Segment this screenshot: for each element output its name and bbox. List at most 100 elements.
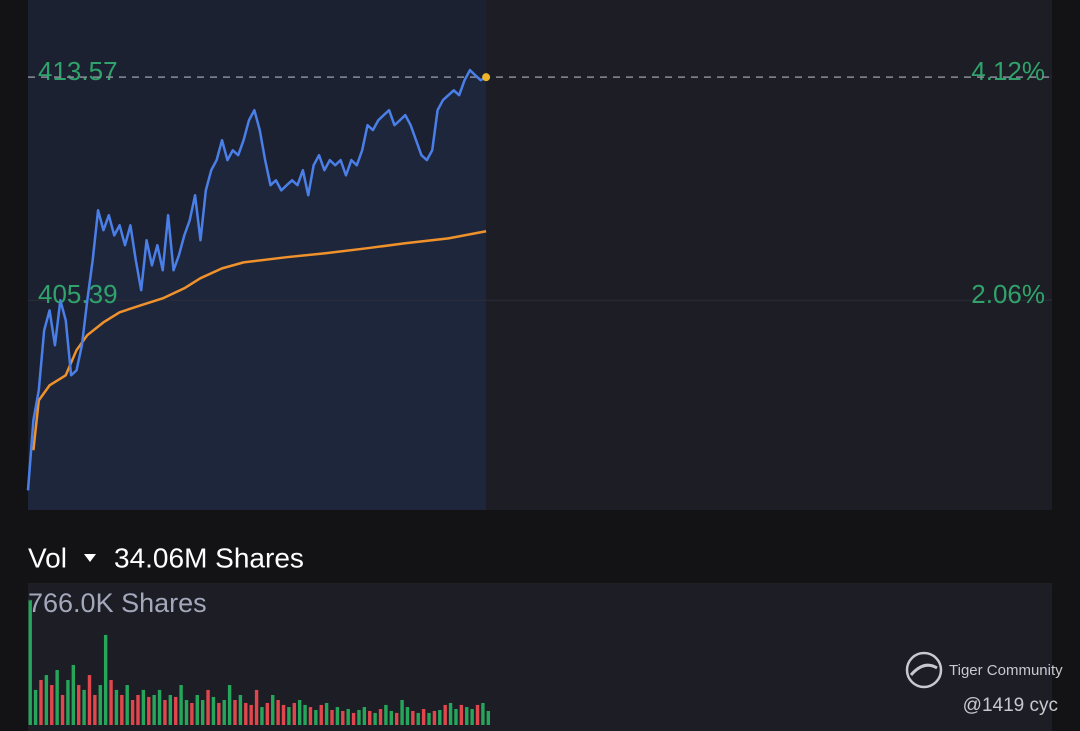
volume-bar (400, 700, 404, 725)
volume-bar (465, 707, 469, 725)
volume-bar (227, 685, 232, 725)
dropdown-arrow[interactable] (84, 554, 96, 562)
volume-label[interactable]: Vol (28, 542, 67, 573)
volume-bar (163, 700, 167, 725)
volume-bar (44, 675, 49, 725)
y2-tick-label: 4.12% (971, 56, 1045, 86)
volume-bar (254, 689, 259, 725)
volume-bar (481, 702, 485, 725)
volume-bar (190, 702, 194, 725)
volume-bar (470, 709, 474, 725)
volume-total: 34.06M Shares (114, 542, 304, 573)
volume-bar (319, 704, 323, 725)
volume-bar (260, 707, 264, 725)
volume-bar (238, 694, 243, 725)
volume-bar (427, 712, 431, 725)
volume-bar (136, 694, 140, 725)
volume-bar (351, 712, 356, 725)
volume-bar (147, 696, 151, 725)
volume-bar (174, 696, 178, 725)
volume-bar (411, 710, 415, 725)
volume-bar (109, 679, 113, 725)
volume-bar (324, 702, 329, 725)
volume-bar (141, 689, 146, 725)
watermark-brand: Tiger Community (949, 662, 1063, 679)
volume-bar (303, 704, 307, 725)
volume-bar (384, 704, 388, 725)
session-shade (28, 0, 487, 510)
volume-bar (368, 710, 372, 725)
volume-bar (330, 709, 334, 725)
volume-bar (405, 707, 410, 725)
volume-bar (281, 704, 286, 725)
volume-bar (443, 704, 447, 725)
volume-bar (362, 707, 367, 725)
volume-bar (308, 707, 313, 725)
y2-tick-label: 2.06% (971, 279, 1045, 309)
volume-bar (421, 709, 426, 725)
volume-bar (454, 709, 458, 725)
volume-bar (357, 709, 361, 725)
volume-bar (211, 696, 216, 725)
volume-bar (249, 704, 253, 725)
volume-bar (66, 679, 70, 725)
y-tick-label: 413.57 (38, 56, 118, 86)
volume-bar (389, 710, 393, 725)
last-price-dot (482, 73, 491, 82)
volume-bar (184, 700, 189, 725)
volume-bar (459, 704, 464, 725)
y-tick-label: 405.39 (38, 279, 118, 309)
volume-bar (200, 700, 205, 725)
volume-bar (297, 700, 302, 725)
volume-bar (60, 694, 65, 725)
volume-bar (152, 694, 156, 725)
volume-bar (378, 709, 383, 725)
price-line (26, 68, 487, 491)
volume-bar (335, 707, 340, 725)
volume-bar (28, 600, 32, 725)
volume-bar (373, 712, 377, 725)
volume-bar (33, 689, 38, 725)
volume-bar (93, 694, 97, 725)
y-tick-label: 766.0K Shares (28, 588, 207, 618)
volume-bar (341, 710, 345, 725)
volume-bar (287, 707, 291, 725)
volume-bar (82, 689, 86, 725)
volume-bar (103, 634, 108, 725)
volume-bar (39, 679, 43, 725)
watermark-user: @1419 cyc (963, 695, 1058, 716)
volume-bar (130, 700, 135, 725)
volume-bar (168, 694, 173, 725)
volume-bar (87, 675, 92, 725)
volume-bar (346, 709, 350, 725)
volume-bar (222, 700, 226, 725)
volume-bar (244, 702, 248, 725)
price-area (28, 70, 487, 510)
volume-bar (233, 700, 237, 725)
volume-bar (179, 685, 183, 725)
volume-bar (271, 694, 275, 725)
volume-bar (432, 710, 437, 725)
average-line (32, 230, 487, 451)
volume-bar (114, 689, 119, 725)
volume-bar (71, 664, 76, 725)
volume-bar (195, 694, 199, 725)
volume-bar (206, 689, 210, 725)
volume-bar (448, 702, 453, 725)
volume-bar (438, 709, 442, 725)
watermark-logo (905, 651, 943, 689)
volume-bar (50, 685, 54, 725)
volume-bar (217, 702, 221, 725)
volume-bar (314, 709, 318, 725)
volume-bar (292, 702, 296, 725)
volume-bar (276, 700, 280, 725)
volume-bar (55, 670, 59, 725)
volume-bar (77, 685, 81, 725)
volume-bar (157, 689, 162, 725)
volume-bar (416, 712, 420, 725)
volume-bar (98, 685, 102, 725)
volume-bar (125, 685, 129, 725)
volume-bar (394, 712, 399, 725)
volume-bar (120, 694, 124, 725)
